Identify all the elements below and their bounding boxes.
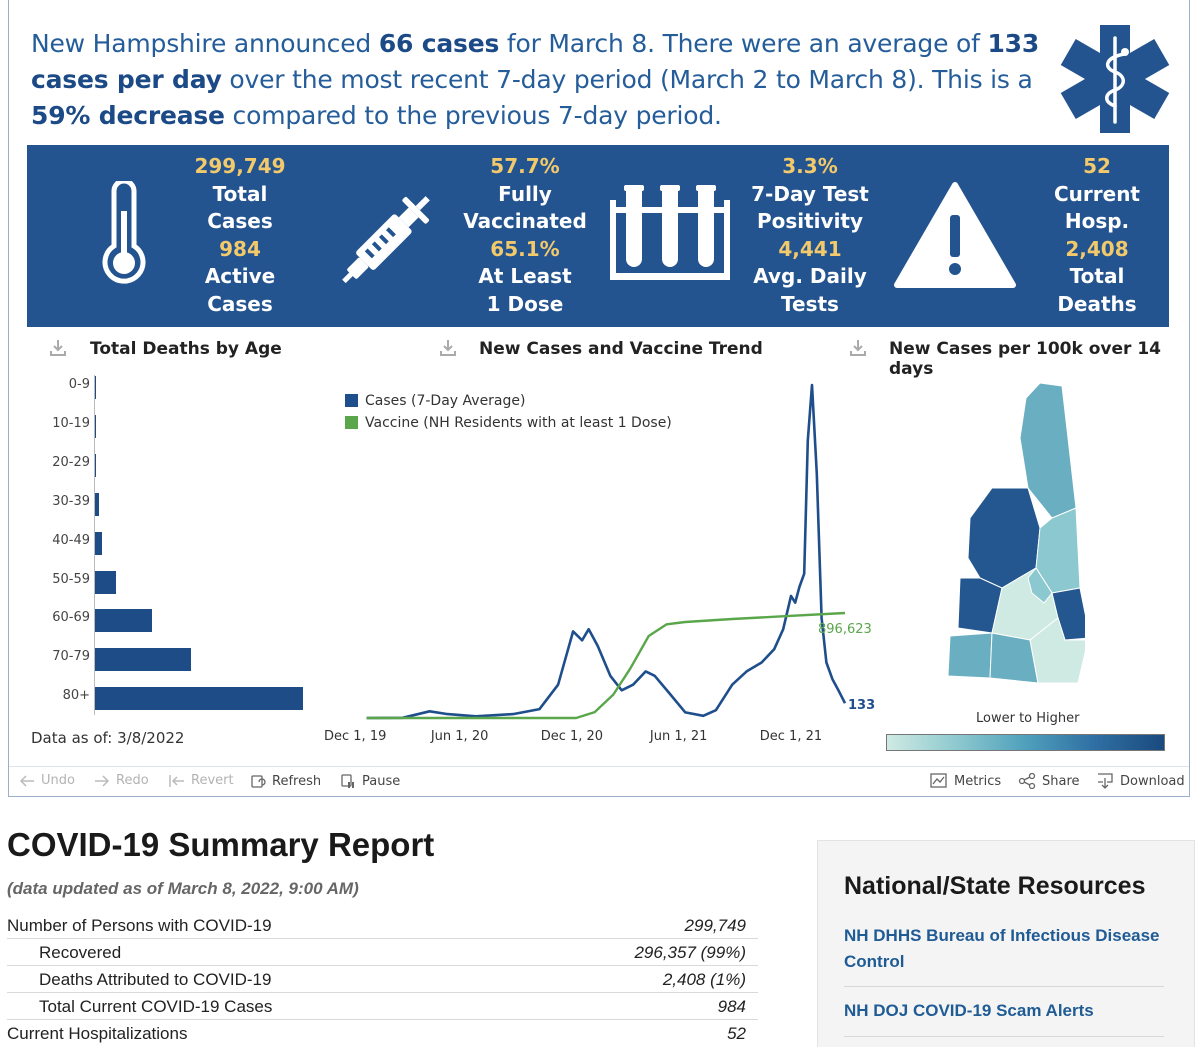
- cases-end-label: 133: [848, 698, 875, 713]
- map-color-scale: [886, 734, 1165, 751]
- table-row: Deaths Attributed to COVID-19 2,408 (1%): [7, 966, 758, 993]
- map-scale-label: Lower to Higher: [976, 711, 1080, 726]
- age-bar[interactable]: [95, 609, 153, 633]
- refresh-icon: [251, 775, 266, 788]
- download-icon[interactable]: [849, 339, 867, 357]
- age-tick-label: 30-39: [52, 493, 90, 509]
- x-tick-label: Dec 1, 20: [540, 729, 604, 744]
- resources-box: National/State Resources NH DHHS Bureau …: [817, 840, 1195, 1047]
- age-tick-label: 40-49: [52, 532, 90, 548]
- divider: [844, 986, 1164, 987]
- download-icon[interactable]: [439, 339, 457, 357]
- redo-button[interactable]: Redo: [94, 773, 149, 788]
- metrics-icon: [930, 773, 947, 788]
- county-strafford[interactable]: [1051, 587, 1085, 641]
- data-as-of: Data as of: 3/8/2022: [31, 729, 185, 747]
- syringe-icon: [342, 196, 430, 284]
- pause-button[interactable]: Pause: [340, 773, 400, 789]
- x-tick-label: Jun 1, 20: [430, 729, 489, 744]
- age-tick-label: 50-59: [52, 571, 90, 587]
- table-row: Recovered 296,357 (99%): [7, 939, 758, 966]
- kpi-vaccination: 57.7% Fully Vaccinated 65.1% At Least 1 Dose: [463, 154, 587, 316]
- refresh-button[interactable]: Refresh: [250, 773, 321, 789]
- headline: New Hampshire announced 66 cases for Mar…: [31, 29, 1040, 130]
- thermometer-icon: [102, 181, 146, 284]
- redo-icon: [95, 774, 110, 787]
- legend-swatch-vaccine: [345, 416, 358, 429]
- summary-table: Number of Persons with COVID-19 299,749 R…: [7, 912, 758, 1047]
- undo-button[interactable]: Undo: [19, 773, 75, 788]
- age-bar[interactable]: [95, 687, 303, 711]
- resources-title: National/State Resources: [844, 872, 1146, 900]
- x-tick-label: Jun 1, 21: [649, 729, 708, 744]
- report-title: COVID-19 Summary Report: [7, 826, 435, 863]
- pause-icon: [341, 774, 354, 788]
- resource-link-doj[interactable]: NH DOJ COVID-19 Scam Alerts: [844, 1001, 1094, 1020]
- county-rockingham[interactable]: [1029, 617, 1085, 684]
- test-tubes-icon: [610, 185, 730, 280]
- nh-county-map[interactable]: [940, 378, 1085, 688]
- undo-icon: [19, 774, 34, 787]
- age-bar[interactable]: [95, 531, 103, 555]
- age-bar[interactable]: [95, 492, 99, 516]
- share-icon: [1018, 773, 1036, 789]
- table-row: Current Hospitalizations 52: [7, 1024, 746, 1043]
- metrics-button[interactable]: Metrics: [930, 773, 1001, 789]
- legend-vaccine[interactable]: Vaccine (NH Residents with at least 1 Do…: [345, 415, 672, 431]
- panel-title-deaths-by-age: Total Deaths by Age: [90, 339, 282, 359]
- vaccine-end-label: 896,623: [818, 622, 872, 637]
- kpi-hospital: 52 Current Hosp. 2,408 Total Deaths: [1053, 154, 1140, 316]
- age-tick-label: 20-29: [52, 454, 90, 470]
- age-bar[interactable]: [95, 453, 96, 477]
- share-button[interactable]: Share: [1018, 773, 1080, 789]
- age-tick-label: 70-79: [52, 649, 90, 665]
- x-tick-label: Dec 1, 21: [759, 729, 823, 744]
- age-axis: [94, 375, 95, 715]
- panel-title-map: New Cases per 100k over 14 days: [889, 339, 1161, 379]
- report-subtitle: (data updated as of March 8, 2022, 9:00 …: [7, 879, 359, 898]
- kpi-cases: 299,749 Total Cases 984 Active Cases: [194, 154, 286, 316]
- kpi-band: 299,749 Total Cases 984 Active Cases 57.7% Fu…: [27, 145, 1169, 327]
- county-belknap[interactable]: [1027, 567, 1053, 604]
- age-tick-label: 10-19: [52, 415, 90, 431]
- age-bar[interactable]: [95, 648, 191, 672]
- download-icon[interactable]: [49, 339, 67, 357]
- kpi-testing: 3.3% 7-Day Test Positivity 4,441 Avg. Daily…: [751, 154, 869, 316]
- age-tick-label: 60-69: [52, 610, 90, 626]
- resource-link-dhhs[interactable]: NH DHHS Bureau of Infectious Disease Con…: [844, 926, 1160, 971]
- star-of-life-icon: [1060, 25, 1170, 133]
- download-icon: [1098, 773, 1113, 789]
- download-button[interactable]: Download: [1096, 773, 1185, 789]
- legend-cases[interactable]: Cases (7-Day Average): [345, 393, 525, 409]
- age-bar[interactable]: [95, 376, 96, 399]
- x-tick-label: Dec 1, 19: [324, 729, 387, 744]
- age-tick-label: 0-9: [68, 377, 90, 392]
- age-bar[interactable]: [95, 570, 117, 594]
- trend-chart: 133 896,623: [366, 383, 875, 720]
- divider: [844, 1036, 1164, 1037]
- revert-button[interactable]: Revert: [169, 773, 234, 788]
- panel-title-trend: New Cases and Vaccine Trend: [479, 339, 763, 359]
- warning-icon: [894, 182, 1016, 288]
- viz-toolbar: Undo Redo Revert Refresh Pause Metrics S…: [9, 766, 1189, 796]
- table-row: Total Current COVID-19 Cases 984: [7, 993, 758, 1020]
- legend-swatch-cases: [345, 394, 358, 407]
- table-row: Number of Persons with COVID-19 299,749: [7, 912, 758, 939]
- county-cheshire[interactable]: [947, 632, 993, 679]
- dashboard-frame: [8, 0, 1190, 797]
- cases-line[interactable]: [366, 383, 847, 720]
- vaccine-line[interactable]: [366, 611, 846, 720]
- age-bar[interactable]: [95, 414, 96, 438]
- revert-icon: [169, 774, 184, 787]
- age-tick-label: 80+: [62, 688, 90, 704]
